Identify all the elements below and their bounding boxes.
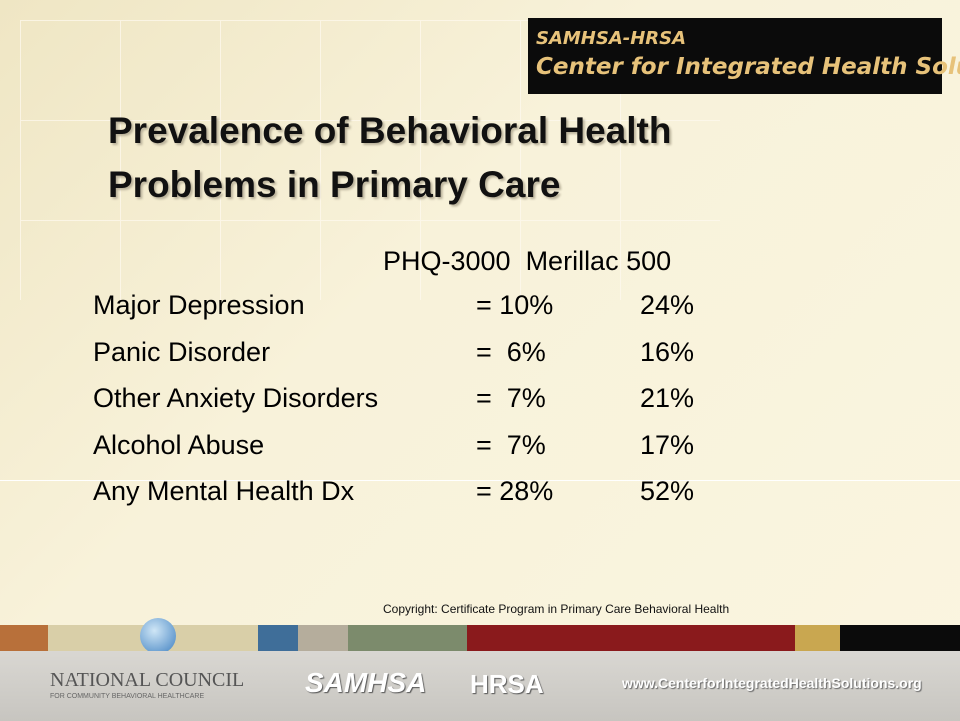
banner: SAMHSA-HRSA Center for Integrated Health… [528,18,960,94]
banner-line: Center for Integrated Health Solutions [536,54,960,80]
table-cell: = 10% [476,290,554,320]
table-cell: = 6% [476,336,546,367]
bar-segment [298,625,348,651]
bar-segment [0,625,48,651]
samhsa-logo: SAMHSA [305,667,427,698]
bar-segment [840,625,960,651]
table-cell: = 7% [476,429,546,460]
table-cell: 52% [640,476,695,506]
bar-segment [258,625,298,651]
council-logo: NATIONAL COUNCIL [50,669,245,691]
bar-segment [467,625,795,651]
table-cell: = 28% [476,476,554,506]
table-cell: 24% [640,290,695,320]
bar-segment [348,625,467,651]
table-cell: 17% [640,429,695,460]
table-cell: Any Mental Health Dx [93,476,355,506]
title: Prevalence of Behavioral Health [108,110,672,151]
table-header: PHQ-3000 Merillac 500 [383,246,672,276]
table-cell: Major Depression [93,290,305,320]
council-sub: FOR COMMUNITY BEHAVIORAL HEALTHCARE [50,693,205,700]
table-cell: = 7% [476,383,546,413]
footer: NATIONAL COUNCIL FOR COMMUNITY BEHAVIORA… [0,651,960,721]
copyright: Copyright: Certificate Program in Primar… [383,602,730,616]
table-cell: Other Anxiety Disorders [93,383,379,413]
title: Problems in Primary Care [108,164,561,205]
table-cell: Alcohol Abuse [93,429,265,460]
rule [0,480,960,481]
color-bar [0,625,960,651]
globe-icon [140,618,176,654]
table-cell: 16% [640,336,695,367]
table-cell: 21% [640,383,695,413]
bar-segment [795,625,840,651]
hrsa-logo: HRSA [470,669,544,699]
banner-line: SAMHSA-HRSA [536,28,687,49]
url: www.CenterforIntegratedHealthSolutions.o… [622,675,922,691]
table-cell: Panic Disorder [93,336,271,367]
